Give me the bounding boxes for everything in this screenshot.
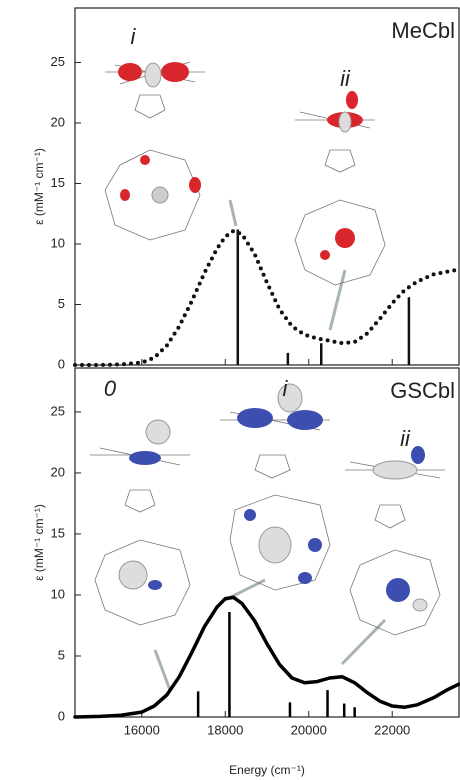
molecule-mecbl-i bbox=[105, 62, 205, 240]
y-tick-label: 20 bbox=[51, 464, 65, 479]
x-tick-label: 18000 bbox=[207, 722, 243, 737]
orbital-label: i bbox=[131, 24, 137, 49]
y-tick-label: 25 bbox=[51, 54, 65, 69]
molecule-gscbl-ii bbox=[345, 446, 445, 635]
panel-label: MeCbl bbox=[391, 18, 455, 43]
callout bbox=[155, 650, 170, 690]
orbital-label: ii bbox=[400, 426, 411, 451]
callout bbox=[342, 620, 385, 664]
y-tick-label: 25 bbox=[51, 403, 65, 418]
y-tick-label: 0 bbox=[58, 356, 65, 371]
y-tick-label: 15 bbox=[51, 175, 65, 190]
spectrum-curve bbox=[75, 231, 459, 365]
y-axis-label: ε (mM⁻¹ cm⁻¹) bbox=[32, 148, 46, 225]
orbital-label: 0 bbox=[104, 376, 117, 401]
figure: 0510152025ε (mM⁻¹ cm⁻¹)MeCbliii051015202… bbox=[0, 0, 460, 780]
y-tick-label: 10 bbox=[51, 235, 65, 250]
molecule-gscbl-i bbox=[220, 384, 330, 590]
y-tick-label: 5 bbox=[58, 296, 65, 311]
panel-label: GSCbl bbox=[390, 378, 455, 403]
y-tick-label: 20 bbox=[51, 114, 65, 129]
y-tick-label: 0 bbox=[58, 708, 65, 723]
y-tick-label: 10 bbox=[51, 586, 65, 601]
callout bbox=[230, 200, 236, 226]
plot-frame bbox=[75, 8, 459, 365]
spectrum-curve bbox=[75, 597, 459, 717]
y-tick-label: 5 bbox=[58, 647, 65, 662]
x-tick-label: 16000 bbox=[124, 722, 160, 737]
x-tick-label: 20000 bbox=[291, 722, 327, 737]
molecule-gscbl-0 bbox=[90, 420, 190, 625]
x-tick-label: 22000 bbox=[374, 722, 410, 737]
y-axis-label: ε (mM⁻¹ cm⁻¹) bbox=[32, 504, 46, 581]
orbital-label: ii bbox=[340, 66, 351, 91]
orbital-sketches bbox=[90, 62, 445, 690]
molecule-mecbl-ii bbox=[295, 91, 385, 285]
x-axis-label: Energy (cm⁻¹) bbox=[229, 763, 305, 777]
callout bbox=[330, 270, 345, 330]
y-tick-label: 15 bbox=[51, 525, 65, 540]
